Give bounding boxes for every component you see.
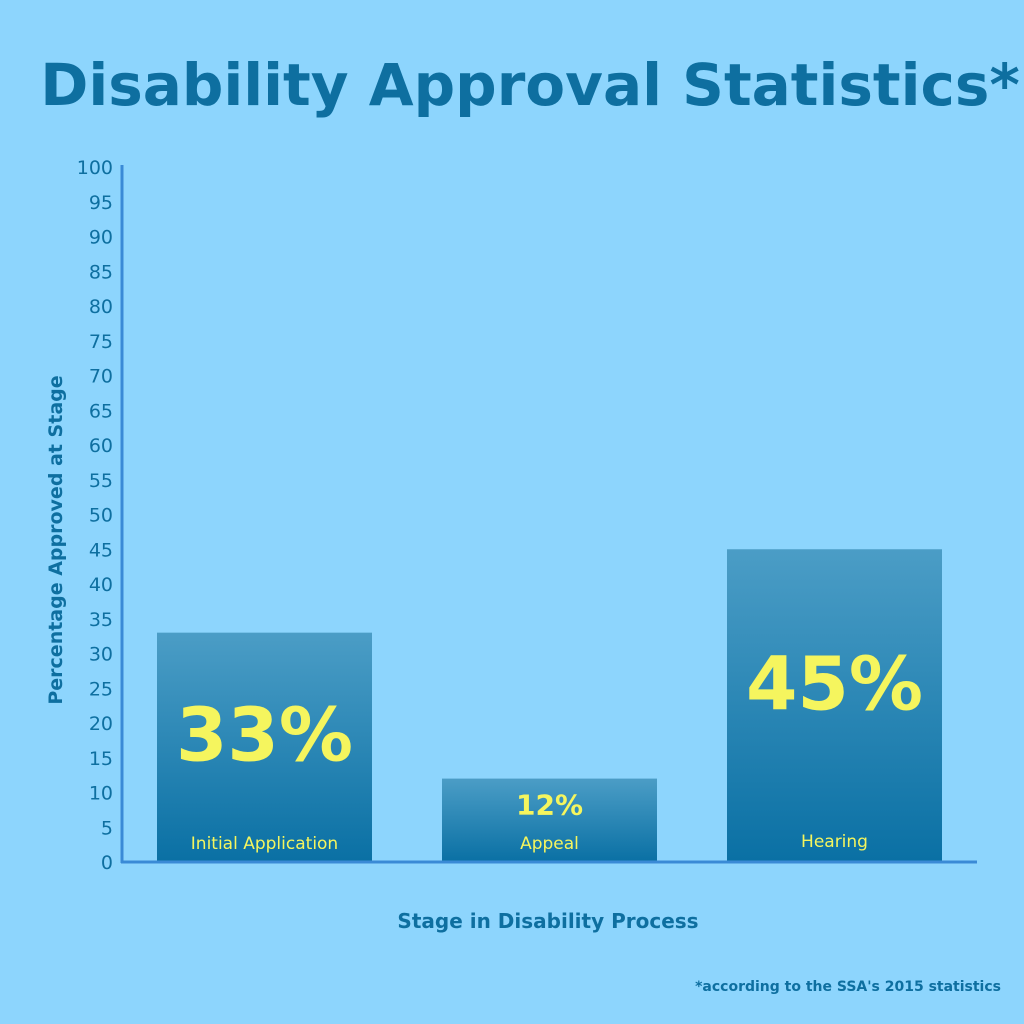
y-tick-label: 50 [89,505,113,527]
x-axis-label: Stage in Disability Process [397,909,698,933]
chart-title: Disability Approval Statistics* [40,51,1020,119]
category-label: Initial Application [191,834,338,854]
y-tick-label: 30 [89,644,113,666]
y-tick-label: 55 [89,470,113,492]
y-tick-label: 60 [89,435,113,457]
y-tick-label: 85 [89,261,113,283]
y-tick-label: 35 [89,609,113,631]
y-tick-label: 40 [89,574,113,596]
bar [442,778,657,862]
bar [727,549,942,862]
y-tick-label: 5 [101,817,113,839]
y-tick-label: 25 [89,678,113,700]
y-tick-label: 45 [89,539,113,561]
y-axis-label: Percentage Approved at Stage [45,375,67,704]
y-tick-label: 10 [89,783,113,805]
y-tick-label: 0 [101,852,113,874]
category-label: Hearing [801,832,868,852]
y-tick-label: 15 [89,748,113,770]
category-label: Appeal [520,834,579,854]
data-label: 12% [516,789,583,822]
footnote: *according to the SSA's 2015 statistics [695,979,1001,995]
y-tick-label: 80 [89,296,113,318]
y-tick-label: 100 [77,157,113,179]
data-label: 33% [176,693,353,779]
y-tick-label: 70 [89,366,113,388]
y-tick-label: 95 [89,192,113,214]
y-tick-label: 90 [89,227,113,249]
y-tick-label: 65 [89,400,113,422]
data-label: 45% [746,641,923,727]
bar [157,632,372,862]
y-tick-label: 20 [89,713,113,735]
y-tick-label: 75 [89,331,113,353]
